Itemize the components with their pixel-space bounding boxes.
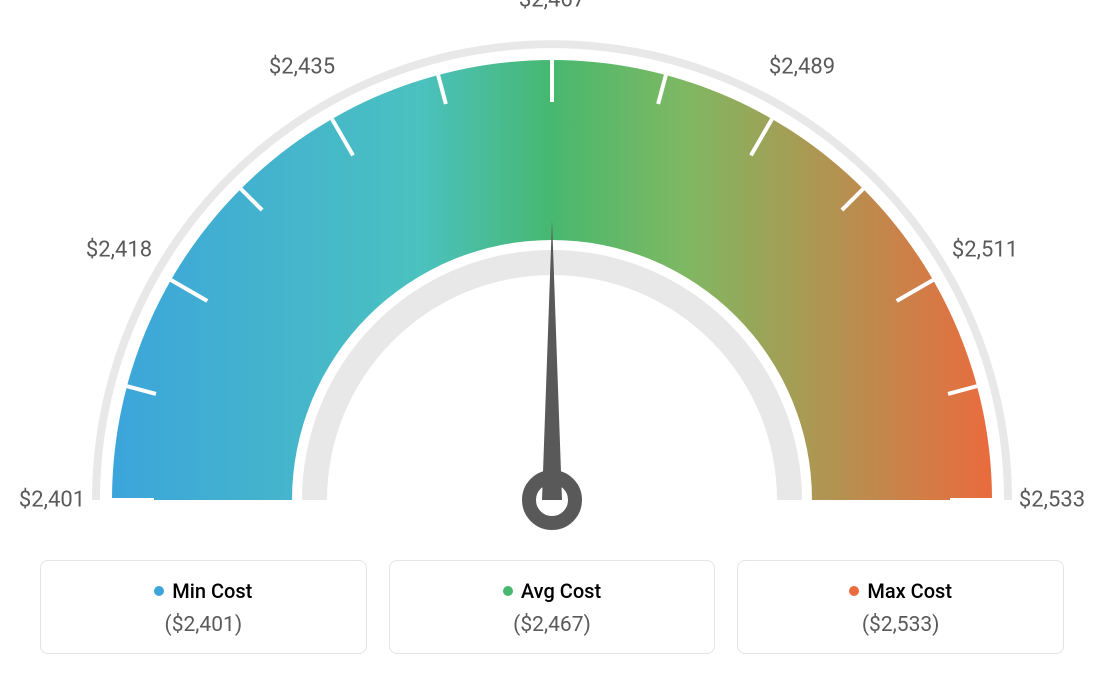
summary-cards: Min Cost ($2,401) Avg Cost ($2,467) Max …	[0, 560, 1104, 654]
min-cost-title: Min Cost	[154, 579, 252, 603]
min-cost-value: ($2,401)	[61, 613, 346, 637]
gauge-chart: $2,401 $2,418 $2,435 $2,467 $2,489 $2,511 $2,5…	[0, 0, 1104, 560]
gauge-tick-label: $2,467	[519, 0, 585, 13]
avg-cost-label: Avg Cost	[521, 579, 601, 603]
avg-cost-card: Avg Cost ($2,467)	[389, 560, 716, 654]
max-cost-label: Max Cost	[867, 579, 952, 603]
gauge-tick-label: $2,401	[19, 488, 85, 513]
gauge-tick-label: $2,489	[769, 54, 835, 79]
gauge-tick-label: $2,533	[1019, 488, 1085, 513]
gauge-tick-label: $2,435	[269, 54, 335, 79]
dot-icon	[849, 586, 859, 596]
min-cost-card: Min Cost ($2,401)	[40, 560, 367, 654]
dot-icon	[503, 586, 513, 596]
gauge-tick-label: $2,511	[952, 238, 1018, 263]
avg-cost-value: ($2,467)	[410, 613, 695, 637]
min-cost-label: Min Cost	[172, 579, 252, 603]
dot-icon	[154, 586, 164, 596]
max-cost-card: Max Cost ($2,533)	[737, 560, 1064, 654]
gauge-tick-label: $2,418	[86, 238, 152, 263]
avg-cost-title: Avg Cost	[503, 579, 601, 603]
max-cost-value: ($2,533)	[758, 613, 1043, 637]
gauge-svg	[0, 0, 1104, 560]
max-cost-title: Max Cost	[849, 579, 952, 603]
